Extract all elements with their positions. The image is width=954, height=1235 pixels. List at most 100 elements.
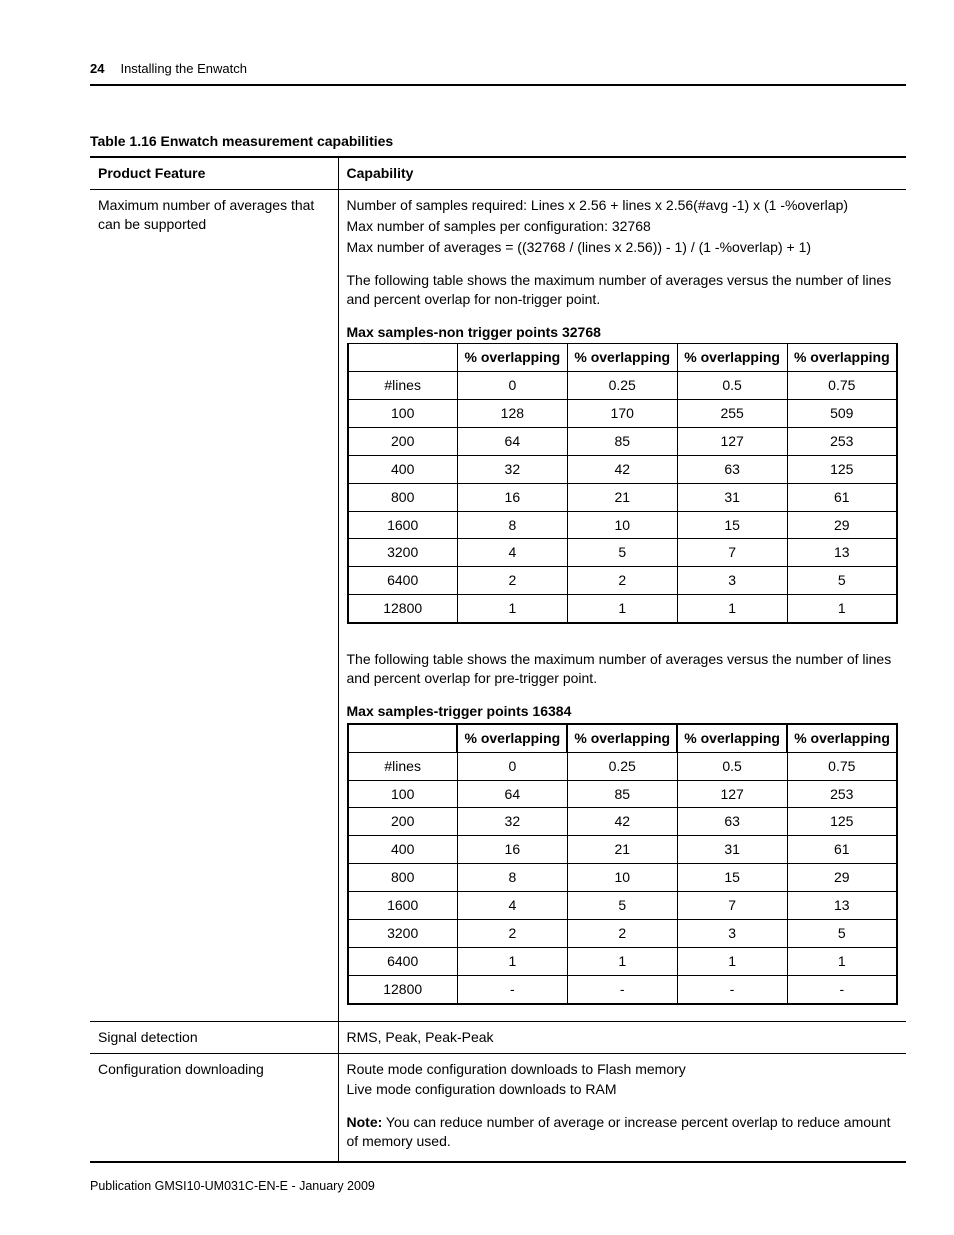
sub-cell: 0.5: [677, 372, 787, 400]
sub-cell: -: [677, 975, 787, 1003]
table-row: Configuration downloading Route mode con…: [90, 1053, 906, 1162]
sub-cell: 253: [787, 427, 897, 455]
sub-col-header: % overlapping: [787, 344, 897, 372]
note-body: You can reduce number of average or incr…: [347, 1114, 891, 1149]
sub-cell: 42: [567, 808, 677, 836]
sub-cell: 200: [348, 427, 458, 455]
running-header: 24 Installing the Enwatch: [90, 60, 906, 78]
table-row: Maximum number of averages that can be s…: [90, 190, 906, 1021]
sub-cell: 1: [787, 595, 897, 623]
trigger-table: % overlapping % overlapping % overlappin…: [347, 723, 899, 1005]
sub-cell: -: [567, 975, 677, 1003]
sub-cell: 5: [567, 539, 677, 567]
page-number: 24: [90, 60, 104, 78]
subtable-caption: Max samples-non trigger points 32768: [347, 323, 899, 342]
sub-cell: 255: [677, 399, 787, 427]
sub-cell: -: [787, 975, 897, 1003]
table-row: Signal detection RMS, Peak, Peak-Peak: [90, 1021, 906, 1053]
sub-cell: 5: [567, 892, 677, 920]
sub-cell: 5: [787, 919, 897, 947]
sub-cell: 3200: [348, 919, 458, 947]
sub-cell: 3200: [348, 539, 458, 567]
sub-cell: 10: [567, 511, 677, 539]
sub-col-header: % overlapping: [677, 344, 787, 372]
sub-col-header: % overlapping: [567, 344, 677, 372]
sub-cell: 400: [348, 455, 458, 483]
sub-cell: 61: [787, 836, 897, 864]
description-text: The following table shows the maximum nu…: [347, 650, 899, 688]
description-text: The following table shows the maximum nu…: [347, 271, 899, 309]
sub-cell: 7: [677, 892, 787, 920]
sub-col-header: % overlapping: [677, 724, 787, 752]
sub-cell: 2: [567, 919, 677, 947]
sub-cell: 1: [677, 947, 787, 975]
sub-cell: 800: [348, 864, 458, 892]
sub-cell: 0.75: [787, 752, 897, 780]
config-line: Route mode configuration downloads to Fl…: [347, 1060, 899, 1079]
sub-cell: 2: [567, 567, 677, 595]
sub-cell: 7: [677, 539, 787, 567]
sub-cell: 85: [567, 427, 677, 455]
sub-cell: 3: [677, 567, 787, 595]
sub-cell: 10: [567, 864, 677, 892]
sub-cell: 64: [457, 780, 567, 808]
sub-cell: 4: [457, 539, 567, 567]
sub-col-header: % overlapping: [457, 344, 567, 372]
sub-cell: 31: [677, 483, 787, 511]
sub-cell: 400: [348, 836, 458, 864]
sub-cell: 1: [787, 947, 897, 975]
sub-cell: 127: [677, 780, 787, 808]
formula-line: Number of samples required: Lines x 2.56…: [347, 196, 899, 215]
sub-cell: 29: [787, 864, 897, 892]
sub-cell: 0.5: [677, 752, 787, 780]
sub-cell: 0.25: [567, 752, 677, 780]
sub-cell: 253: [787, 780, 897, 808]
sub-cell: 1: [567, 947, 677, 975]
sub-cell: 85: [567, 780, 677, 808]
sub-col-header: % overlapping: [787, 724, 897, 752]
sub-cell: 12800: [348, 975, 458, 1003]
sub-cell: 42: [567, 455, 677, 483]
sub-cell: 0: [457, 752, 567, 780]
sub-cell: 0: [457, 372, 567, 400]
sub-cell: 128: [457, 399, 567, 427]
sub-cell: 6400: [348, 947, 458, 975]
sub-cell: 2: [457, 919, 567, 947]
sub-cell: 125: [787, 808, 897, 836]
sub-cell: 61: [787, 483, 897, 511]
sub-cell: 15: [677, 511, 787, 539]
sub-cell: 100: [348, 399, 458, 427]
feature-cell: Signal detection: [90, 1021, 338, 1053]
chapter-title: Installing the Enwatch: [120, 60, 246, 78]
sub-cell: 16: [457, 483, 567, 511]
sub-cell: 15: [677, 864, 787, 892]
capability-cell: Number of samples required: Lines x 2.56…: [338, 190, 906, 1021]
config-line: Live mode configuration downloads to RAM: [347, 1080, 899, 1099]
sub-cell: 13: [787, 539, 897, 567]
sub-cell: 63: [677, 808, 787, 836]
sub-cell: 2: [457, 567, 567, 595]
blank-corner: [348, 724, 458, 752]
sub-cell: 21: [567, 483, 677, 511]
feature-cell: Configuration downloading: [90, 1053, 338, 1162]
sub-cell: 63: [677, 455, 787, 483]
col-header-feature: Product Feature: [90, 157, 338, 189]
col-header-capability: Capability: [338, 157, 906, 189]
sub-cell: 127: [677, 427, 787, 455]
sub-row-label: #lines: [348, 752, 458, 780]
sub-cell: 5: [787, 567, 897, 595]
capability-cell: RMS, Peak, Peak-Peak: [338, 1021, 906, 1053]
table-caption: Table 1.16 Enwatch measurement capabilit…: [90, 132, 906, 151]
sub-cell: 0.75: [787, 372, 897, 400]
sub-cell: 4: [457, 892, 567, 920]
sub-cell: 32: [457, 455, 567, 483]
sub-cell: 64: [457, 427, 567, 455]
sub-cell: 1600: [348, 892, 458, 920]
sub-cell: 800: [348, 483, 458, 511]
sub-cell: 21: [567, 836, 677, 864]
publication-footer: Publication GMSI10-UM031C-EN-E - January…: [90, 1178, 375, 1195]
formula-line: Max number of averages = ((32768 / (line…: [347, 238, 899, 257]
sub-cell: 1600: [348, 511, 458, 539]
sub-cell: 1: [567, 595, 677, 623]
header-divider: [90, 84, 906, 86]
